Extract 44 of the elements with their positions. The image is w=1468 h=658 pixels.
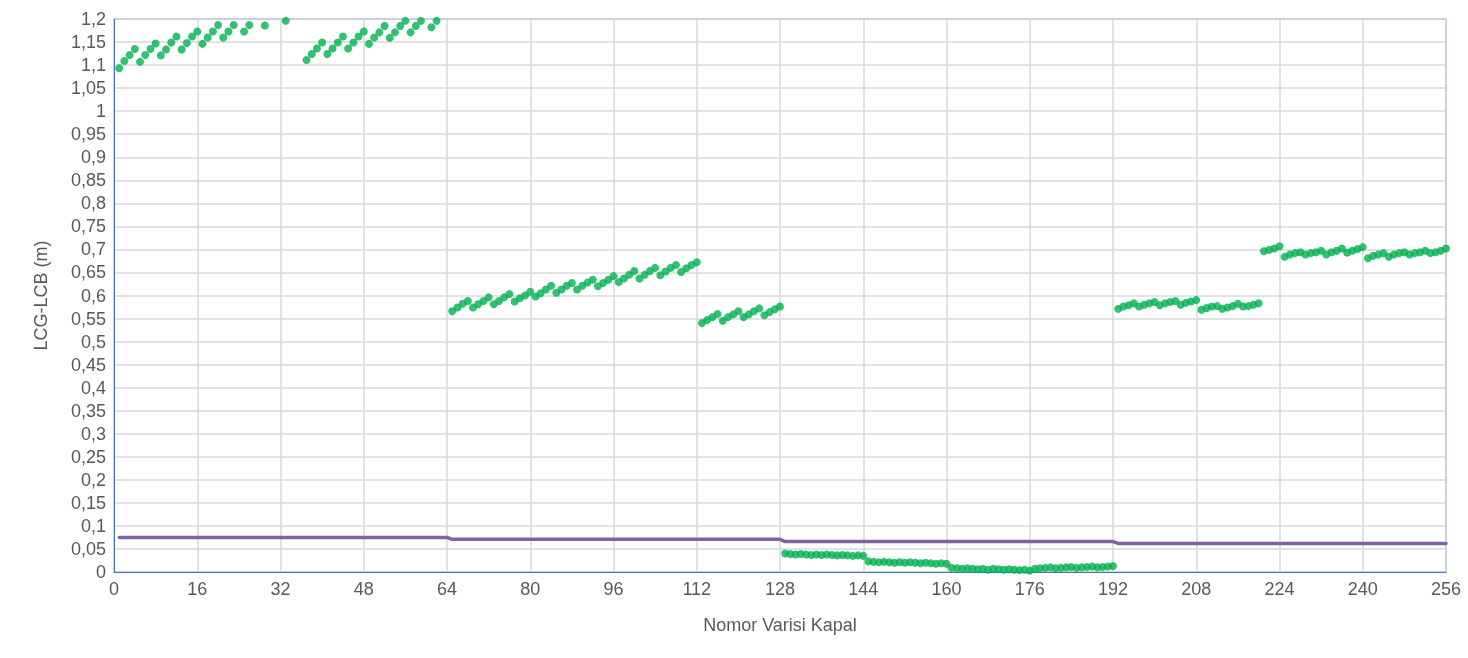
x-tick-label: 16: [187, 579, 208, 599]
x-tick-label: 80: [520, 579, 541, 599]
y-tick-label: 0,35: [70, 400, 106, 421]
x-tick-label: 32: [270, 579, 291, 599]
x-tick-label: 192: [1097, 579, 1129, 599]
y-tick-label: 0,4: [80, 377, 106, 398]
x-tick-label: 256: [1430, 579, 1462, 599]
x-tick-label: 176: [1014, 579, 1045, 599]
y-tick-label: 0,1: [80, 515, 106, 536]
x-tick-label: 240: [1347, 579, 1378, 599]
y-tick-label: 0: [95, 562, 106, 582]
x-tick-label: 112: [682, 579, 712, 599]
y-tick-label: 0,5: [80, 331, 106, 352]
x-tick-label: 144: [848, 579, 879, 599]
y-tick-label: 0,9: [80, 147, 106, 168]
y-tick-label: 0,65: [70, 262, 106, 283]
y-tick-label: 1: [95, 101, 106, 122]
x-tick-label: 48: [353, 579, 374, 599]
x-tick-label: 64: [436, 579, 458, 599]
y-tick-label: 0,8: [80, 193, 106, 214]
y-tick-label: 0,45: [70, 354, 106, 375]
x-tick-label: 224: [1264, 579, 1295, 599]
y-tick-label: 0,55: [70, 308, 106, 329]
y-tick-label: 0,75: [70, 216, 106, 237]
x-tick-label: 128: [764, 579, 796, 599]
x-axis-title: Nomor Varisi Kapal: [703, 615, 857, 635]
x-tick-label: 208: [1181, 579, 1212, 599]
y-tick-label: 0,3: [80, 423, 106, 444]
x-tick-label: 160: [931, 579, 962, 599]
x-tick-label: 0: [108, 579, 120, 599]
y-tick-label: 1,15: [70, 32, 106, 53]
y-axis-title: LCG-LCB (m): [31, 240, 51, 351]
y-tick-label: 0,6: [80, 285, 106, 306]
y-tick-label: 0,25: [70, 446, 106, 467]
y-tick-label: 0,05: [70, 538, 106, 559]
y-tick-label: 1,05: [70, 78, 106, 99]
x-tick-label: 96: [603, 579, 624, 599]
y-tick-label: 0,95: [70, 124, 106, 145]
y-tick-label: 0,2: [80, 469, 106, 490]
y-tick-label: 0,7: [80, 239, 106, 260]
y-tick-label: 1,2: [80, 9, 106, 29]
y-tick-label: 0,15: [70, 492, 106, 513]
y-tick-label: 1,1: [80, 55, 106, 76]
y-tick-label: 0,85: [70, 170, 106, 191]
